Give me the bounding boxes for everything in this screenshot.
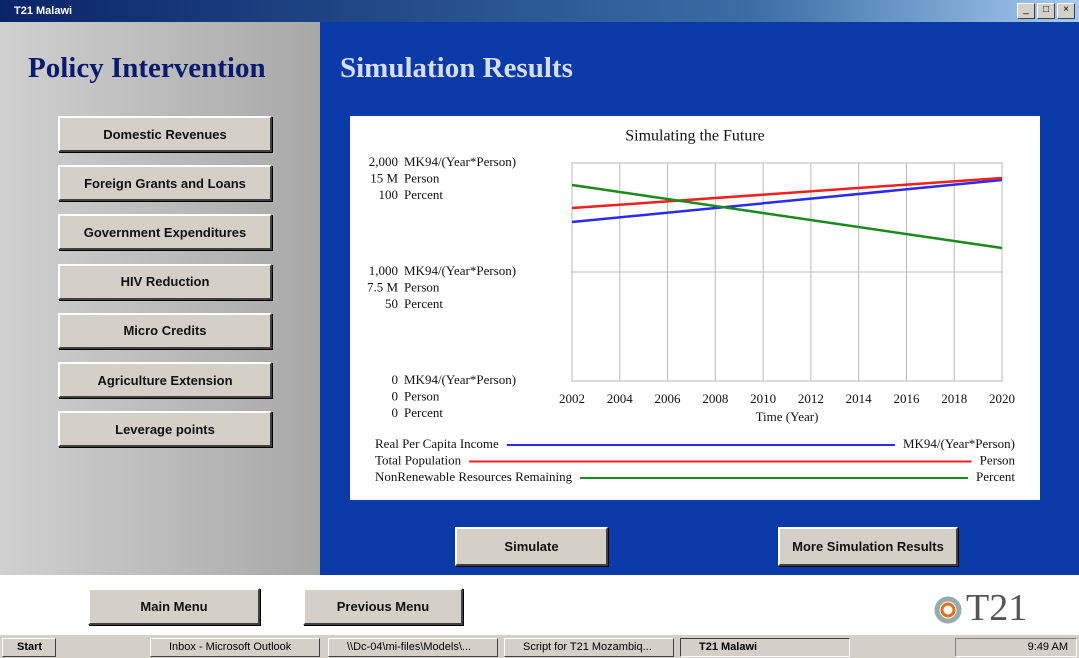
y-tick-label: 0 — [392, 388, 399, 403]
main-heading: Simulation Results — [340, 52, 573, 84]
sidebar-button[interactable]: Domestic Revenues — [58, 116, 272, 152]
minimize[interactable]: _ — [1017, 3, 1035, 19]
legend-unit: MK94/(Year*Person) — [903, 436, 1015, 451]
x-tick-label: 2020 — [989, 391, 1015, 406]
x-tick-label: 2006 — [655, 391, 682, 406]
y-tick-label: 2,000 — [369, 154, 398, 169]
window-title: T21 Malawi — [14, 5, 73, 17]
sidebar-button[interactable]: Foreign Grants and Loans — [58, 165, 272, 202]
y-tick-label: 0 — [392, 372, 399, 387]
sidebar-button[interactable]: Leverage points — [58, 411, 272, 448]
title-bar: T21 Malawi — [0, 0, 1079, 22]
chart: Simulating the Future Time (Year) 2002 20… — [367, 128, 1016, 484]
sidebar-heading: Policy Intervention — [28, 52, 266, 84]
series-line — [571, 183, 1003, 250]
x-tick-label: 2012 — [798, 391, 824, 406]
window-controls: _ □ × — [1017, 3, 1075, 19]
y-unit-label: Person — [404, 279, 440, 294]
y-tick-label: 15 M — [370, 170, 398, 185]
x-tick-label: 2010 — [750, 391, 776, 406]
previous-menu-button[interactable]: Previous Menu — [303, 588, 463, 625]
logo-text: T21 — [966, 587, 1028, 629]
sidebar-button[interactable]: HIV Reduction — [58, 263, 272, 300]
taskbar: Start Inbox - Microsoft Outlook \\Dc-04\… — [0, 633, 1079, 658]
y-unit-label: MK94/(Year*Person) — [404, 154, 516, 169]
chart-panel — [350, 116, 1040, 500]
legend-label: NonRenewable Resources Remaining — [375, 469, 573, 484]
logo-mark — [934, 596, 962, 624]
task-button[interactable]: Script for T21 Mozambiq... — [504, 638, 674, 657]
series-line — [571, 178, 1003, 224]
x-tick-label: 2016 — [893, 391, 920, 406]
sidebar-button[interactable]: Government Expenditures — [58, 214, 272, 251]
legend-label: Real Per Capita Income — [375, 436, 499, 451]
y-unit-label: Percent — [404, 187, 443, 202]
x-tick-label: 2008 — [702, 391, 728, 406]
series-line — [571, 176, 1003, 210]
y-tick-label: 100 — [379, 187, 399, 202]
close[interactable]: × — [1057, 3, 1075, 19]
y-unit-label: Person — [404, 388, 440, 403]
y-unit-label: Percent — [404, 405, 443, 420]
y-tick-label: 1,000 — [369, 263, 398, 278]
main-menu-button[interactable]: Main Menu — [88, 588, 260, 625]
legend-unit: Person — [980, 452, 1016, 467]
sidebar-button[interactable]: Micro Credits — [58, 312, 272, 349]
clock: 9:49 AM — [955, 638, 1077, 657]
y-unit-label: MK94/(Year*Person) — [404, 372, 516, 387]
x-tick-label: 2004 — [607, 391, 634, 406]
y-unit-label: Person — [404, 170, 440, 185]
y-tick-label: 7.5 M — [367, 279, 399, 294]
task-button[interactable]: T21 Malawi — [680, 638, 850, 657]
x-tick-label: 2018 — [941, 391, 967, 406]
y-unit-label: Percent — [404, 296, 443, 311]
sidebar-button[interactable]: Agriculture Extension — [58, 362, 272, 398]
more-results-button[interactable]: More Simulation Results — [778, 527, 958, 566]
y-tick-label: 0 — [392, 405, 399, 420]
simulate-button[interactable]: Simulate — [455, 527, 608, 566]
chart-title: Simulating the Future — [625, 128, 765, 145]
maximize[interactable]: □ — [1037, 3, 1055, 19]
task-button[interactable]: \\Dc-04\mi-files\Models\... — [328, 638, 498, 657]
x-tick-label: 2002 — [559, 391, 585, 406]
legend-label: Total Population — [375, 452, 462, 467]
legend-unit: Percent — [976, 469, 1015, 484]
y-unit-label: MK94/(Year*Person) — [404, 263, 516, 278]
x-tick-label: 2014 — [846, 391, 873, 406]
task-button[interactable]: Inbox - Microsoft Outlook — [150, 638, 320, 657]
y-tick-label: 50 — [385, 296, 398, 311]
start-button[interactable]: Start — [2, 638, 56, 657]
x-axis-label: Time (Year) — [756, 409, 819, 424]
